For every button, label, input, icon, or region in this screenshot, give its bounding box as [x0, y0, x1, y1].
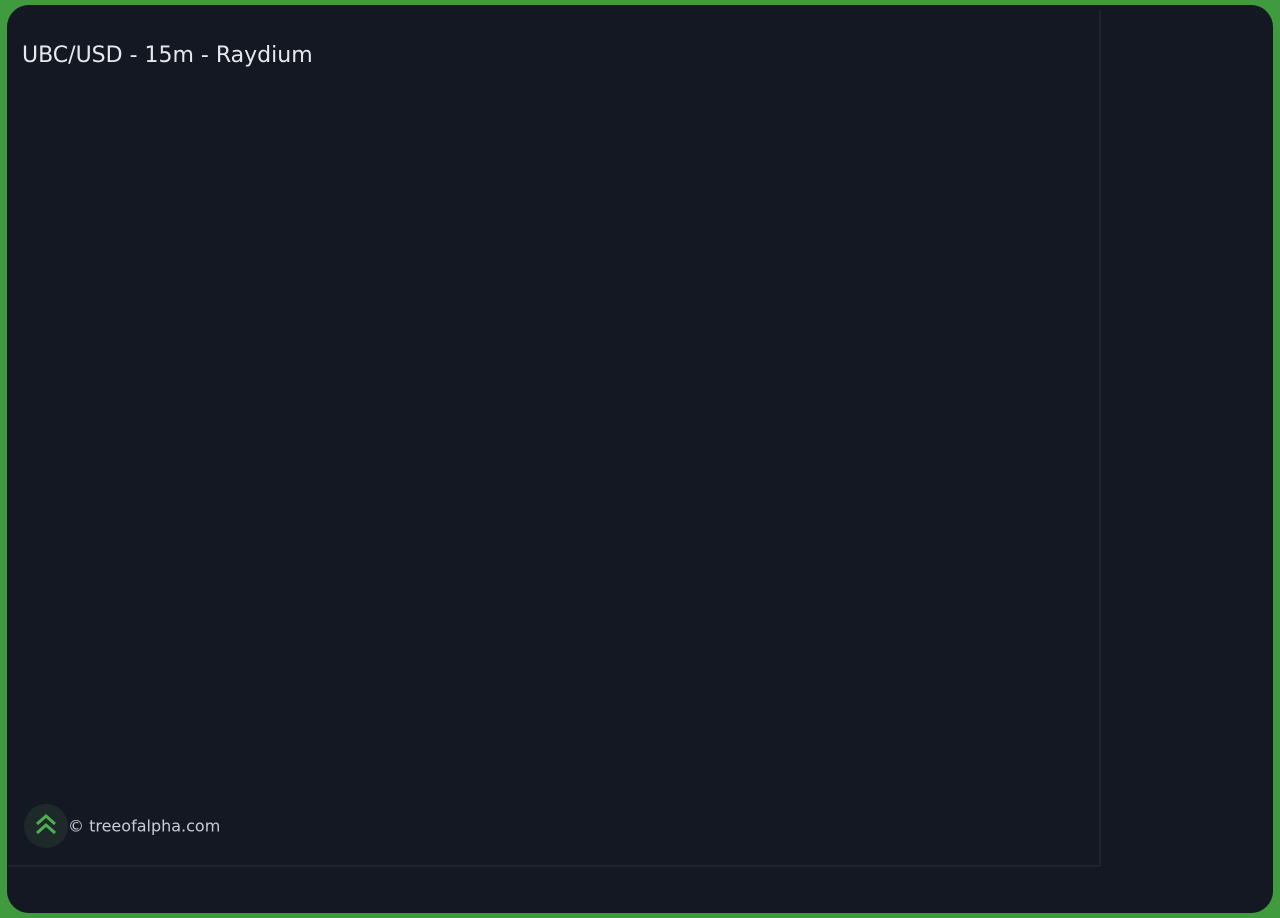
- watermark-logo: [24, 804, 68, 848]
- chart-title: UBC/USD - 15m - Raydium: [22, 43, 313, 68]
- chart-background: [7, 5, 1273, 913]
- watermark: © treeofalpha.com: [68, 817, 220, 836]
